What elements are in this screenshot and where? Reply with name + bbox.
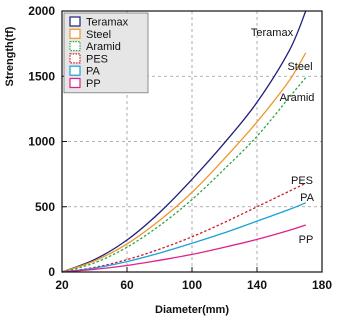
series-line-steel bbox=[61, 52, 307, 273]
series-label-teramax: Teramax bbox=[251, 27, 294, 39]
series-line-pa bbox=[61, 202, 307, 273]
y-tick-label: 0 bbox=[48, 265, 55, 279]
legend-swatch-pes bbox=[69, 53, 81, 64]
legend-swatch-pa bbox=[69, 65, 81, 76]
legend-label-pa: PA bbox=[86, 66, 101, 78]
legend-swatch-aramid bbox=[69, 40, 81, 52]
series-line-pes bbox=[61, 182, 307, 273]
series-label-steel: Steel bbox=[287, 61, 312, 73]
x-tick-label: 140 bbox=[247, 278, 267, 292]
x-axis-title: Diameter(mm) bbox=[155, 304, 229, 316]
y-tick-label: 2000 bbox=[28, 4, 55, 18]
y-tick-label: 1500 bbox=[28, 69, 55, 83]
legend-label-teramax: Teramax bbox=[86, 17, 129, 29]
series-line-teramax bbox=[61, 10, 307, 273]
legend-swatch-teramax bbox=[69, 16, 81, 27]
x-tick-label: 60 bbox=[120, 278, 134, 292]
x-tick-label: 100 bbox=[182, 278, 202, 292]
series-end-labels: Teramax Steel Aramid PES PA PP bbox=[251, 27, 315, 246]
y-tick-label: 500 bbox=[35, 200, 55, 214]
series-label-aramid: Aramid bbox=[280, 92, 315, 104]
x-tick-label: 20 bbox=[55, 278, 69, 292]
series-label-pes: PES bbox=[291, 175, 313, 187]
series-label-pp: PP bbox=[299, 234, 314, 246]
y-tick-label: 1000 bbox=[28, 135, 55, 149]
legend-label-steel: Steel bbox=[86, 29, 111, 41]
series-line-aramid bbox=[61, 77, 307, 273]
legend-label-pp: PP bbox=[86, 78, 101, 90]
x-tick-label: 180 bbox=[312, 278, 332, 292]
series-label-pa: PA bbox=[300, 192, 315, 204]
legend-swatch-pp bbox=[69, 77, 81, 89]
legend-swatch-steel bbox=[69, 28, 81, 39]
legend-label-pes: PES bbox=[86, 53, 108, 65]
series-layer bbox=[61, 10, 307, 273]
axis-layer bbox=[61, 10, 323, 273]
series-line-pp bbox=[61, 224, 306, 273]
y-axis-title: Strength(tf) bbox=[4, 26, 16, 86]
legend-label-aramid: Aramid bbox=[86, 41, 121, 53]
tick-labels: 20 60 100 140 180 0 500 1000 1500 2000 bbox=[28, 4, 332, 292]
